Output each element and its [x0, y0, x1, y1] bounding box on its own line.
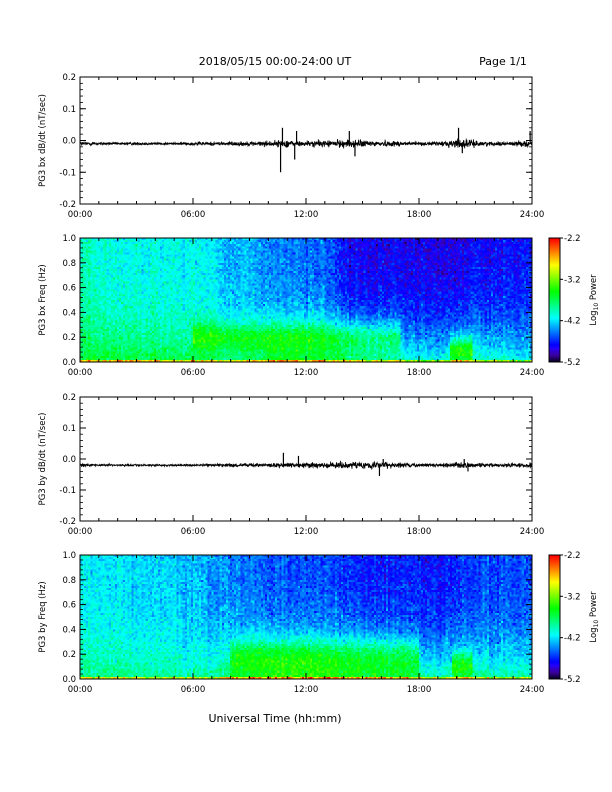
y-tick-label: -0.1 [59, 486, 76, 496]
y-tick-label: 0.0 [62, 455, 76, 465]
x-tick-label: 06:00 [181, 368, 206, 378]
colorbar-tick-label: -3.2 [564, 592, 581, 602]
y-tick-label: 0.4 [62, 625, 76, 635]
y-tick-label: 0.6 [62, 601, 76, 611]
x-tick-label: 00:00 [68, 210, 93, 220]
panel-bx-dbdt: 00:00 06:00 12:00 18:00 24:00 -0.2 -0.1 0.0 0.1 0… [38, 73, 544, 220]
y-axis-label: PG3 by dB/dt (nT/sec) [38, 413, 48, 506]
panel-by-spectrogram: 00:00 06:00 12:00 18:00 24:00 0.0 0.2 0.4 0.6 0.8… [38, 551, 600, 695]
plot-frame [79, 76, 533, 205]
y-axis-label: PG3 bx Freq (Hz) [38, 264, 48, 335]
x-tick-label: 18:00 [407, 368, 432, 378]
y-tick-label: 0.0 [62, 358, 76, 368]
x-tick-label: 06:00 [181, 527, 206, 537]
y-tick-label: 1.0 [62, 234, 76, 244]
y-axis-label: PG3 bx dB/dt (nT/sec) [38, 94, 48, 187]
x-tick-label: 18:00 [407, 685, 432, 695]
y-tick-label: 0.8 [62, 576, 76, 586]
colorbar-tick-label: -5.2 [564, 358, 581, 368]
colorbar-label-rest: Power [589, 591, 599, 620]
y-tick-label: 0.2 [62, 650, 76, 660]
y-tick-label: -0.1 [59, 168, 76, 178]
colorbar-tick-label: -5.2 [564, 675, 581, 685]
colorbar [549, 238, 560, 362]
series-line [79, 138, 533, 149]
y-tick-label: 0.4 [62, 308, 76, 318]
y-tick-label: 0.8 [62, 259, 76, 269]
x-tick-label: 00:00 [68, 685, 93, 695]
colorbar-tick-label: -2.2 [564, 551, 581, 561]
colorbar-label: Log10 Power [589, 274, 600, 326]
y-tick-label: -0.2 [59, 517, 76, 527]
y-tick-label: 0.2 [62, 73, 76, 83]
y-tick-label: 1.0 [62, 551, 76, 561]
x-tick-label: 12:00 [294, 685, 319, 695]
x-tick-label: 12:00 [294, 527, 319, 537]
x-tick-label: 06:00 [181, 685, 206, 695]
colorbar [549, 555, 560, 679]
page-indicator: Page 1/1 [479, 55, 527, 68]
x-tick-label: 12:00 [294, 368, 319, 378]
figure-title: 2018/05/15 00:00-24:00 UT [199, 55, 352, 68]
y-axis-label: PG3 by Freq (Hz) [38, 581, 48, 652]
colorbar-tick-label: -4.2 [564, 317, 581, 327]
x-tick-label: 24:00 [520, 210, 545, 220]
y-tick-label: 0.0 [62, 675, 76, 685]
colorbar-tick-label: -4.2 [564, 634, 581, 644]
colorbar-frame [548, 237, 561, 363]
colorbar-label-main: Log [589, 627, 599, 642]
y-tick-label: 0.2 [62, 393, 76, 403]
x-tick-label: 18:00 [407, 210, 432, 220]
x-tick-label: 00:00 [68, 527, 93, 537]
colorbar-tick-label: -2.2 [564, 234, 581, 244]
colorbar-label: Log10 Power [589, 591, 600, 643]
colorbar-label-subscript: 10 [593, 303, 600, 311]
spectrogram-image [80, 555, 532, 679]
series-line [79, 460, 533, 471]
colorbar-frame [548, 554, 561, 680]
colorbar-tick-label: -3.2 [564, 275, 581, 285]
y-tick-label: -0.2 [59, 200, 76, 210]
colorbar-label-rest: Power [589, 274, 599, 303]
x-tick-label: 06:00 [181, 210, 206, 220]
panel-by-dbdt: 00:00 06:00 12:00 18:00 24:00 -0.2 -0.1 0.0 0.1 0… [38, 393, 544, 537]
x-tick-label: 12:00 [294, 210, 319, 220]
x-tick-label: 00:00 [68, 368, 93, 378]
x-tick-label: 24:00 [520, 527, 545, 537]
x-tick-label: 24:00 [520, 685, 545, 695]
spectrogram-image [80, 238, 532, 362]
y-tick-label: 0.1 [62, 105, 76, 115]
x-tick-label: 24:00 [520, 368, 545, 378]
panel-bx-spectrogram: 00:00 06:00 12:00 18:00 24:00 0.0 0.2 0.4 0.6 0.8… [38, 234, 600, 378]
y-tick-label: 0.1 [62, 424, 76, 434]
colorbar-label-main: Log [589, 310, 599, 325]
colorbar-label-subscript: 10 [593, 620, 600, 628]
x-tick-label: 18:00 [407, 527, 432, 537]
y-tick-label: 0.6 [62, 284, 76, 294]
y-tick-label: 0.0 [62, 137, 76, 147]
x-axis-label: Universal Time (hh:mm) [209, 712, 342, 725]
y-tick-label: 0.2 [62, 333, 76, 343]
